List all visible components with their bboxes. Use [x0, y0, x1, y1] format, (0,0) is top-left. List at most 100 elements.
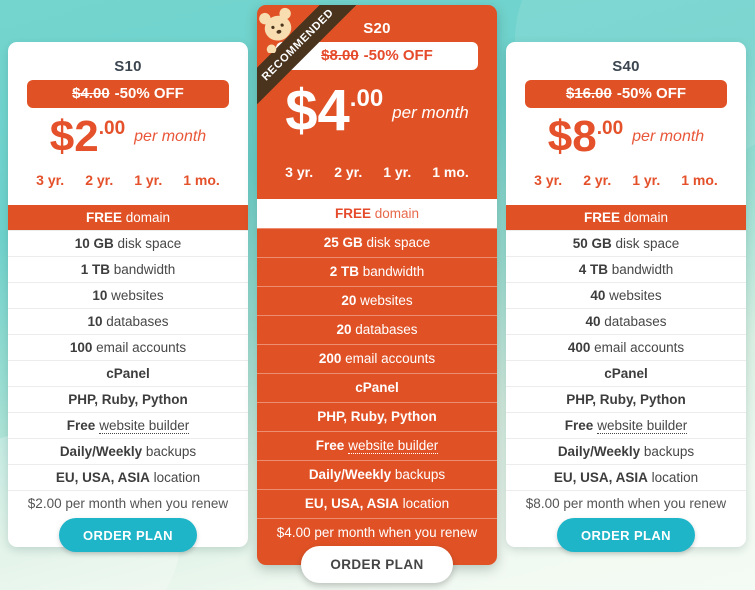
feature-value: 2 TB — [329, 264, 359, 279]
feature-value: 10 GB — [74, 236, 114, 251]
feature-value: 20 — [341, 293, 357, 308]
term-3yr[interactable]: 3 yr. — [534, 172, 563, 188]
website-builder-link[interactable]: website builder — [597, 418, 688, 434]
discount-badge: $8.00 -50% OFF — [276, 42, 478, 70]
term-3yr[interactable]: 3 yr. — [36, 172, 65, 188]
feature-website-builder: Free website builder — [506, 412, 746, 438]
feature-location: EU, USA, ASIA location — [8, 464, 248, 490]
feature-label: databases — [351, 322, 418, 337]
feature-list: FREE domain 50 GB disk space 4 TB bandwi… — [506, 205, 746, 516]
feature-value: Daily/Weekly — [59, 444, 143, 459]
plan-name: S10 — [114, 58, 142, 75]
feature-databases: 20 databases — [257, 315, 497, 344]
feature-location: EU, USA, ASIA location — [506, 464, 746, 490]
discount-text: -50% OFF — [616, 85, 687, 102]
feature-label: location — [647, 470, 699, 485]
old-price: $8.00 — [321, 47, 359, 64]
feature-value: 20 — [336, 322, 352, 337]
feature-value: 1 TB — [80, 262, 110, 277]
term-2yr[interactable]: 2 yr. — [583, 172, 612, 188]
feature-label: $8.00 per month when you renew — [525, 496, 727, 511]
feature-label: websites — [107, 288, 164, 303]
feature-free-domain: FREE domain — [8, 205, 248, 230]
feature-value: cPanel — [604, 366, 648, 381]
website-builder-link[interactable]: website builder — [99, 418, 190, 434]
feature-value: FREE — [583, 210, 620, 225]
feature-location: EU, USA, ASIA location — [257, 489, 497, 518]
term-2yr[interactable]: 2 yr. — [334, 164, 363, 180]
feature-label: location — [149, 470, 201, 485]
term-1mo[interactable]: 1 mo. — [183, 172, 220, 188]
feature-value: EU, USA, ASIA — [553, 470, 648, 485]
term-selector: 3 yr. 2 yr. 1 yr. 1 mo. — [257, 164, 497, 180]
feature-label: websites — [605, 288, 662, 303]
term-1mo[interactable]: 1 mo. — [681, 172, 718, 188]
feature-backups: Daily/Weekly backups — [8, 438, 248, 464]
pricing-cards: S10 $4.00 -50% OFF $2.00 per month 3 yr. 2… — [8, 0, 746, 583]
discount-text: -50% OFF — [363, 47, 433, 64]
feature-value: 50 GB — [572, 236, 612, 251]
feature-label: bandwidth — [358, 264, 425, 279]
feature-value: cPanel — [355, 380, 399, 395]
feature-label: databases — [600, 314, 667, 329]
term-1yr[interactable]: 1 yr. — [134, 172, 163, 188]
price: $8.00 per month — [506, 115, 746, 159]
term-1yr[interactable]: 1 yr. — [383, 164, 412, 180]
feature-value: Free — [66, 418, 96, 433]
term-1yr[interactable]: 1 yr. — [632, 172, 661, 188]
feature-label: websites — [356, 293, 413, 308]
feature-label: email accounts — [590, 340, 685, 355]
order-plan-button[interactable]: ORDER PLAN — [59, 518, 197, 552]
order-plan-button[interactable]: ORDER PLAN — [557, 518, 695, 552]
feature-value: FREE — [85, 210, 122, 225]
feature-label: backups — [142, 444, 197, 459]
feature-value: 40 — [590, 288, 606, 303]
price-period: per month — [632, 128, 705, 145]
plan-name: S20 — [363, 20, 391, 37]
feature-value: 200 — [318, 351, 342, 366]
feature-label: bandwidth — [109, 262, 176, 277]
feature-list: FREE domain 25 GB disk space 2 TB bandwi… — [257, 199, 497, 547]
feature-value: PHP, Ruby, Python — [68, 392, 188, 407]
feature-email-accounts: 100 email accounts — [8, 334, 248, 360]
feature-databases: 40 databases — [506, 308, 746, 334]
feature-disk-space: 10 GB disk space — [8, 230, 248, 256]
feature-cpanel: cPanel — [257, 373, 497, 402]
feature-label: backups — [640, 444, 695, 459]
feature-label: email accounts — [92, 340, 187, 355]
feature-value: 100 — [69, 340, 93, 355]
website-builder-link[interactable]: website builder — [348, 438, 439, 454]
feature-languages: PHP, Ruby, Python — [257, 402, 497, 431]
feature-languages: PHP, Ruby, Python — [8, 386, 248, 412]
feature-value: 400 — [567, 340, 591, 355]
discount-badge: $4.00 -50% OFF — [27, 80, 229, 108]
feature-label: databases — [102, 314, 169, 329]
feature-list: FREE domain 10 GB disk space 1 TB bandwi… — [8, 205, 248, 516]
feature-bandwidth: 4 TB bandwidth — [506, 256, 746, 282]
feature-label: $2.00 per month when you renew — [27, 496, 229, 511]
feature-value: PHP, Ruby, Python — [566, 392, 686, 407]
discount-badge: $16.00 -50% OFF — [525, 80, 727, 108]
feature-label: domain — [121, 210, 171, 225]
term-selector: 3 yr. 2 yr. 1 yr. 1 mo. — [8, 172, 248, 188]
feature-email-accounts: 400 email accounts — [506, 334, 746, 360]
feature-backups: Daily/Weekly backups — [257, 460, 497, 489]
feature-website-builder: Free website builder — [8, 412, 248, 438]
feature-label: disk space — [611, 236, 680, 251]
feature-value: PHP, Ruby, Python — [317, 409, 437, 424]
feature-label: domain — [370, 206, 420, 221]
price-cents: .00 — [98, 118, 126, 139]
price-period: per month — [134, 128, 207, 145]
feature-backups: Daily/Weekly backups — [506, 438, 746, 464]
plan-card-s40: S40 $16.00 -50% OFF $8.00 per month 3 yr. … — [506, 42, 746, 552]
term-selector: 3 yr. 2 yr. 1 yr. 1 mo. — [506, 172, 746, 188]
term-3yr[interactable]: 3 yr. — [285, 164, 314, 180]
feature-websites: 10 websites — [8, 282, 248, 308]
feature-databases: 10 databases — [8, 308, 248, 334]
term-2yr[interactable]: 2 yr. — [85, 172, 114, 188]
feature-free-domain: FREE domain — [257, 199, 497, 228]
term-1mo[interactable]: 1 mo. — [432, 164, 469, 180]
feature-renewal-price: $8.00 per month when you renew — [506, 490, 746, 516]
order-plan-button[interactable]: ORDER PLAN — [301, 546, 453, 583]
feature-bandwidth: 2 TB bandwidth — [257, 257, 497, 286]
